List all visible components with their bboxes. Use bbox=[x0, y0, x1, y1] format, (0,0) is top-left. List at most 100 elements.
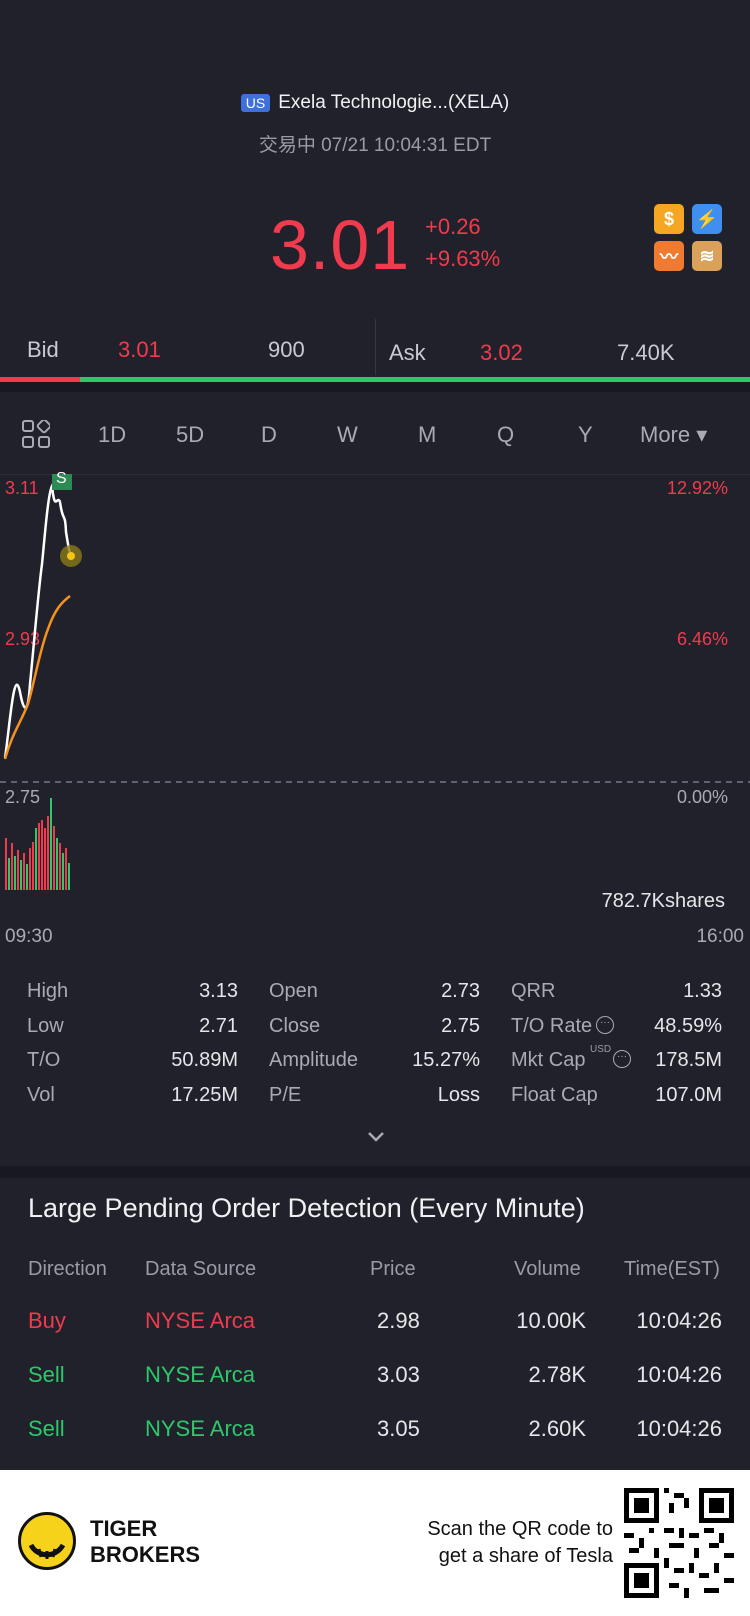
tab-more[interactable]: More ▾ bbox=[640, 422, 708, 447]
stat-label: Mkt Cap bbox=[511, 1049, 586, 1071]
tab-y[interactable]: Y bbox=[578, 422, 593, 447]
stock-title: US Exela Technologie...(XELA) bbox=[0, 92, 750, 114]
column-header-direction: Direction bbox=[28, 1258, 107, 1280]
source-cell: NYSE Arca bbox=[145, 1308, 256, 1333]
section-divider bbox=[0, 382, 750, 392]
layout-grid-icon[interactable] bbox=[22, 418, 52, 448]
column-header-price: Price bbox=[370, 1258, 416, 1280]
time-cell: 10:04:26 bbox=[636, 1362, 722, 1387]
stat-value: 107.0M bbox=[655, 1084, 722, 1106]
volume-label: 782.7Kshares bbox=[601, 890, 725, 912]
intraday-chart[interactable]: 3.11 12.92% 2.93 6.46% 2.75 0.00% S bbox=[0, 470, 750, 964]
stat-label: T/O bbox=[27, 1049, 61, 1071]
stat-value: 15.27% bbox=[412, 1049, 480, 1071]
tab-5d[interactable]: 5D bbox=[176, 422, 205, 447]
promo-footer: TIGER BROKERS Scan the QR code to get a … bbox=[0, 1470, 750, 1616]
expand-chevron-down-icon[interactable] bbox=[365, 1126, 387, 1148]
tab-d[interactable]: D bbox=[261, 422, 277, 447]
tab-w[interactable]: W bbox=[337, 422, 358, 447]
info-icon[interactable]: ··· bbox=[596, 1016, 614, 1034]
direction-cell: Sell bbox=[28, 1416, 65, 1441]
ask-price: 3.02 bbox=[480, 340, 523, 365]
bid-ask-divider bbox=[375, 319, 376, 375]
time-end: 16:00 bbox=[696, 926, 744, 947]
period-tabs: 1D 5D D W M Q Y More ▾ bbox=[0, 392, 750, 475]
lightning-level1-icon[interactable]: ⚡ bbox=[692, 204, 722, 234]
time-start: 09:30 bbox=[5, 926, 53, 947]
average-line bbox=[3, 595, 71, 760]
education-icon[interactable]: ≋ bbox=[692, 241, 722, 271]
price-cell: 3.03 bbox=[377, 1362, 420, 1387]
column-header-source: Data Source bbox=[145, 1258, 257, 1280]
ask-volume-bar bbox=[80, 377, 750, 382]
promo-line2: get a share of Tesla bbox=[438, 1545, 613, 1567]
stat-value: 2.71 bbox=[199, 1015, 238, 1037]
stat-label: Low bbox=[27, 1015, 64, 1037]
stat-value: 3.13 bbox=[199, 980, 238, 1002]
stat-value: 2.75 bbox=[441, 1015, 480, 1037]
bid-volume-bar bbox=[0, 377, 80, 382]
stat-label: Open bbox=[269, 980, 318, 1002]
ask-label: Ask bbox=[389, 340, 426, 365]
stat-value: 48.59% bbox=[654, 1015, 722, 1037]
info-icon[interactable]: ··· bbox=[613, 1050, 631, 1068]
stat-value: Loss bbox=[437, 1084, 480, 1106]
tab-q[interactable]: Q bbox=[497, 422, 515, 447]
last-price: 3.01 bbox=[270, 206, 411, 284]
stat-label: T/O Rate bbox=[511, 1015, 593, 1037]
chart-mid-label: 2.93 bbox=[5, 629, 41, 649]
tiger-logo-icon bbox=[18, 1512, 76, 1570]
section-divider bbox=[0, 1166, 750, 1178]
price-cell: 2.98 bbox=[377, 1308, 420, 1333]
price-line-svg bbox=[0, 474, 750, 783]
sell-marker[interactable]: S bbox=[56, 470, 67, 487]
table-row: Sell NYSE Arca 3.03 2.78K 10:04:26 bbox=[0, 1362, 750, 1402]
stat-value: 1.33 bbox=[683, 980, 722, 1002]
tab-1d[interactable]: 1D bbox=[98, 422, 127, 447]
stat-label: Close bbox=[269, 1015, 321, 1037]
us-market-badge: US bbox=[240, 94, 271, 112]
chart-base-label: 2.75 bbox=[5, 787, 41, 807]
stat-label: Amplitude bbox=[269, 1049, 358, 1071]
trading-status: 交易中 07/21 10:04:31 EDT bbox=[258, 135, 492, 156]
currency-superscript: USD bbox=[590, 1044, 612, 1055]
direction-cell: Buy bbox=[28, 1308, 66, 1333]
bid-price: 3.01 bbox=[118, 337, 161, 362]
price-change-percent: +9.63% bbox=[425, 246, 501, 271]
price-cell: 3.05 bbox=[377, 1416, 420, 1441]
trend-icon[interactable]: 〰 bbox=[654, 241, 684, 271]
volume-cell: 2.60K bbox=[528, 1416, 587, 1441]
stat-label: P/E bbox=[269, 1084, 302, 1106]
column-header-time: Time(EST) bbox=[624, 1258, 720, 1280]
volume-cell: 10.00K bbox=[516, 1308, 586, 1333]
price-change: +0.26 bbox=[425, 214, 481, 239]
stock-name: Exela Technologie...(XELA) bbox=[278, 92, 510, 113]
dollar-icon[interactable]: $ bbox=[654, 204, 684, 234]
stat-value: 50.89M bbox=[171, 1049, 238, 1071]
tab-m[interactable]: M bbox=[418, 422, 437, 447]
stats-grid: High 3.13 Low 2.71 T/O 50.89M Vol 17.25M… bbox=[0, 978, 750, 1118]
price-line bbox=[3, 481, 73, 759]
source-cell: NYSE Arca bbox=[145, 1362, 256, 1387]
stat-value: 17.25M bbox=[171, 1084, 238, 1106]
bid-label: Bid bbox=[27, 337, 59, 362]
table-row: Buy NYSE Arca 2.98 10.00K 10:04:26 bbox=[0, 1308, 750, 1348]
volume-bars bbox=[5, 798, 75, 890]
table-row: Sell NYSE Arca 3.05 2.60K 10:04:26 bbox=[0, 1416, 750, 1456]
ask-size: 7.40K bbox=[617, 340, 675, 365]
brand-line2: BROKERS bbox=[90, 1542, 201, 1567]
chart-high-label: 3.11 bbox=[5, 478, 39, 498]
promo-line1: Scan the QR code to bbox=[427, 1518, 613, 1540]
stat-value: 178.5M bbox=[655, 1049, 722, 1071]
chart-high-percent: 12.92% bbox=[666, 478, 728, 498]
qr-code-icon[interactable] bbox=[624, 1488, 734, 1598]
bid-size: 900 bbox=[268, 337, 305, 362]
chart-mid-percent: 6.46% bbox=[676, 629, 728, 649]
stat-label: Vol bbox=[27, 1084, 55, 1106]
stat-value: 2.73 bbox=[441, 980, 480, 1002]
time-cell: 10:04:26 bbox=[636, 1308, 722, 1333]
column-header-volume: Volume bbox=[514, 1258, 581, 1280]
chart-base-percent: 0.00% bbox=[676, 787, 728, 807]
stat-label: Float Cap bbox=[511, 1084, 598, 1106]
bid-ask-bar: Bid 3.01 900 Ask 3.02 7.40K bbox=[0, 319, 750, 379]
